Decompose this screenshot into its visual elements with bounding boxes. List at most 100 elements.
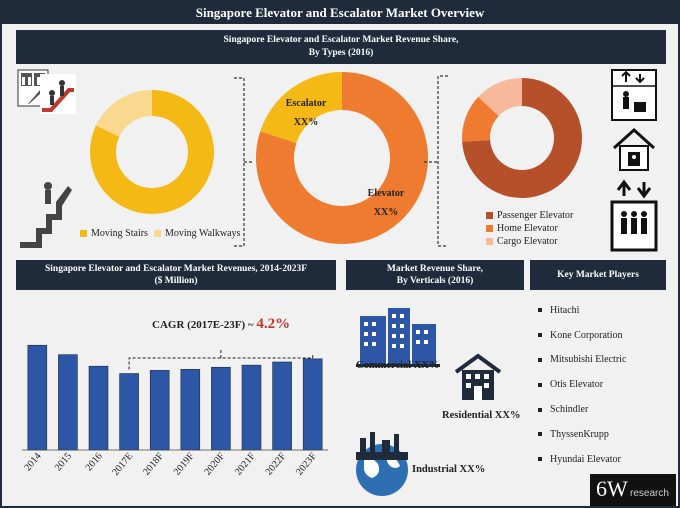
- player-item: Hitachi: [538, 298, 668, 323]
- legend-passenger-elevator: Passenger Elevator: [486, 210, 573, 221]
- legend-swatch-passenger: [486, 212, 493, 219]
- tick-label-2016: 2016: [84, 451, 105, 473]
- tick-label-2019F: 2019F: [172, 451, 197, 478]
- legend-cargo-elevator: Cargo Elevator: [486, 236, 558, 247]
- brand-logo-sub: research: [630, 488, 669, 499]
- verticals-title-line2: By Verticals (2016): [396, 276, 474, 286]
- legend-label-passenger: Passenger Elevator: [497, 210, 574, 221]
- bar-2016: [88, 365, 109, 451]
- residential-building-icon: [454, 353, 502, 400]
- player-name: Kone Corporation: [550, 329, 623, 341]
- bar-2015: [58, 354, 78, 451]
- tick-label-2014: 2014: [22, 451, 43, 473]
- cargo-elevator-icon: [611, 69, 657, 121]
- tick-label-2020F: 2020F: [202, 451, 227, 478]
- bullet-icon: [538, 333, 542, 338]
- moving-slice-0: [90, 90, 214, 215]
- commercial-label: Commercial XX%: [356, 360, 440, 371]
- bar-2020F: [211, 366, 231, 451]
- player-item: Kone Corporation: [538, 323, 668, 348]
- commercial-building-icon: [356, 308, 440, 367]
- escalator-label: Escalator XX%: [278, 98, 334, 128]
- types-slice-1: [256, 72, 428, 244]
- brand-logo-main: 6W: [596, 476, 628, 501]
- tick-label-2018F: 2018F: [141, 451, 166, 478]
- bullet-icon: [538, 308, 542, 313]
- player-name: ThyssenKrupp: [550, 428, 609, 440]
- player-item: ThyssenKrupp: [538, 422, 668, 447]
- players-list: Hitachi Kone Corporation Mitsubishi Electr…: [538, 298, 668, 472]
- cagr-bracket: [128, 354, 314, 370]
- legend-swatch-moving-stairs: [80, 230, 87, 237]
- elev-types-slice-1: [462, 96, 499, 142]
- types-title-line1: Singapore Elevator and Escalator Market …: [223, 35, 459, 45]
- types-title-line2: By Types (2016): [308, 48, 374, 58]
- verticals-title-line1: Market Revenue Share,: [386, 264, 484, 274]
- revenue-bar-chart: 2014 2015 2016 2017E 2018F 2019F 2020F 2021F 202…: [22, 344, 328, 478]
- verticals-section-header: Market Revenue Share, By Verticals (2016…: [346, 260, 524, 290]
- types-main-donut: [256, 72, 428, 244]
- players-title: Key Market Players: [557, 270, 639, 280]
- revenue-section-header: Singapore Elevator and Escalator Market …: [16, 260, 336, 290]
- moving-slice-1: [95, 90, 152, 137]
- legend-label-moving-stairs: Moving Stairs: [91, 228, 148, 239]
- moving-stairs-icon: [20, 182, 72, 248]
- bullet-icon: [538, 457, 542, 462]
- player-item: Otis Elevator: [538, 372, 668, 397]
- bracket-left: [234, 77, 245, 247]
- types-slice-0: [260, 72, 342, 144]
- escalator-value: XX%: [293, 117, 319, 128]
- legend-home-elevator: Home Elevator: [486, 223, 558, 234]
- types-section-header: Singapore Elevator and Escalator Market …: [16, 30, 666, 64]
- revenue-title-line1: Singapore Elevator and Escalator Market …: [44, 264, 308, 274]
- tick-label-2021F: 2021F: [233, 451, 258, 478]
- elevator-types-donut: [462, 78, 583, 198]
- legend-swatch-home: [486, 225, 493, 232]
- bullet-icon: [538, 382, 542, 387]
- moving-stairs-donut: [90, 90, 214, 215]
- player-name: Otis Elevator: [550, 379, 604, 391]
- brand-logo: 6W research: [590, 474, 676, 506]
- verticals-icons-svg: [356, 308, 502, 496]
- legend-moving-walkways: Moving Walkways: [154, 228, 240, 239]
- tick-label-2022F: 2022F: [264, 451, 289, 478]
- elevator-label: Elevator XX%: [358, 188, 414, 218]
- player-item: Schindler: [538, 397, 668, 422]
- page-title: Singapore Elevator and Escalator Market …: [2, 2, 678, 24]
- elev-types-slice-0: [462, 78, 583, 198]
- bullet-icon: [538, 432, 542, 437]
- home-elevator-icon: [612, 127, 656, 171]
- bar-2023F: [302, 358, 323, 451]
- escalator-name: Escalator: [285, 98, 327, 109]
- elevator-name: Elevator: [367, 188, 405, 199]
- industrial-globe-icon: [356, 432, 408, 496]
- bar-2014: [27, 344, 48, 451]
- players-section-header: Key Market Players: [530, 260, 666, 290]
- bar-2018F: [149, 370, 170, 451]
- legend-swatch-moving-walkways: [154, 230, 161, 237]
- player-name: Schindler: [550, 404, 589, 416]
- bar-2022F: [272, 361, 292, 451]
- industrial-label: Industrial XX%: [412, 464, 486, 475]
- tick-label-2015: 2015: [53, 451, 74, 473]
- cagr-value: 4.2%: [256, 316, 291, 332]
- bar-2021F: [241, 364, 262, 451]
- legend-moving-stairs: Moving Stairs: [80, 228, 148, 239]
- bullet-icon: [538, 407, 542, 412]
- bar-2019F: [180, 369, 201, 451]
- passenger-elevator-icon: [610, 179, 658, 252]
- people-escalator-icon: [40, 74, 76, 114]
- bullet-icon: [538, 357, 542, 362]
- elev-types-slice-2: [478, 78, 522, 117]
- bar-2017E: [119, 373, 139, 451]
- bracket-right: [437, 75, 448, 247]
- legend-label-moving-walkways: Moving Walkways: [165, 228, 241, 239]
- legend-label-cargo: Cargo Elevator: [497, 236, 558, 247]
- elevator-value: XX%: [373, 207, 399, 218]
- legend-label-home: Home Elevator: [497, 223, 558, 234]
- residential-label: Residential XX%: [442, 410, 521, 421]
- player-name: Mitsubishi Electric: [550, 354, 627, 366]
- types-charts-svg: [17, 69, 658, 252]
- tick-label-2023F: 2023F: [294, 451, 319, 478]
- player-item: Mitsubishi Electric: [538, 348, 668, 373]
